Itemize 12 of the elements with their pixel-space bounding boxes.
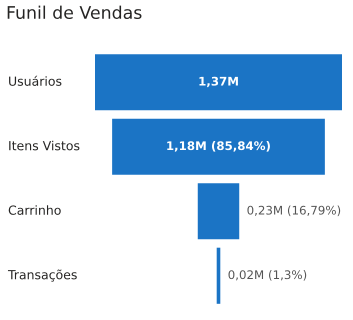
data-label: 0,02M xyxy=(228,270,264,280)
data-label: 0,23M xyxy=(247,206,282,216)
text: (16,79%) xyxy=(288,206,340,216)
text: Funil de Vendas xyxy=(8,6,142,20)
text: (1,3%) xyxy=(269,270,306,281)
category-label: Itens Vistos xyxy=(9,140,80,150)
data-label: 1,37M xyxy=(199,76,238,88)
data-label: 1,18M xyxy=(167,141,206,152)
text: (85,84%) xyxy=(212,141,270,152)
category-label: Transações xyxy=(8,270,77,282)
category-label: Carrinho xyxy=(8,205,61,215)
category-label: Usuários xyxy=(9,76,62,86)
